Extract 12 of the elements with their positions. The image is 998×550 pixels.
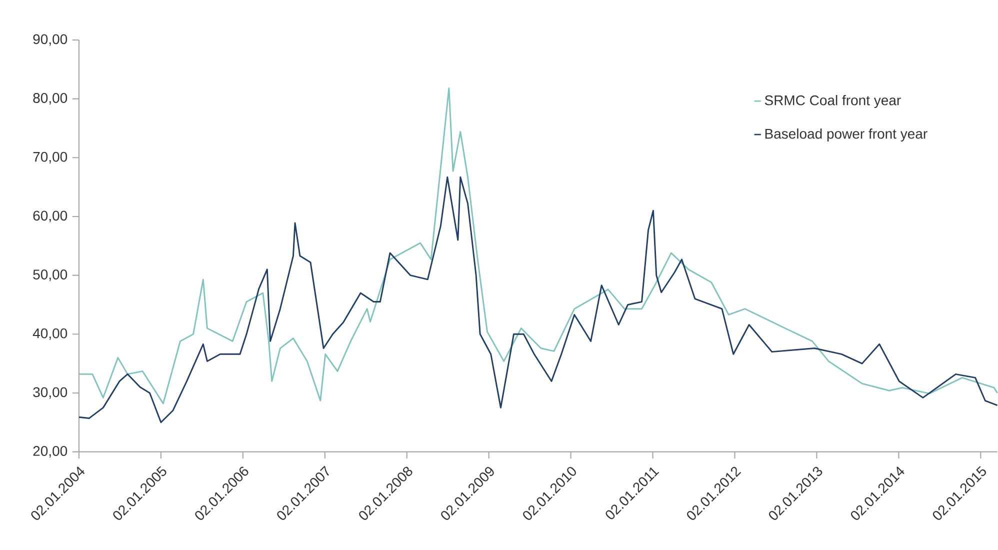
y-tick-label: 50,00 bbox=[33, 270, 68, 282]
y-tick-label: 60,00 bbox=[33, 210, 68, 222]
y-tick-label: 70,00 bbox=[33, 152, 68, 164]
y-tick-label: 20,00 bbox=[33, 446, 68, 458]
legend-label: SRMC Coal front year bbox=[764, 95, 901, 108]
legend-label: Baseload power front year bbox=[765, 128, 928, 142]
y-tick-label: 40,00 bbox=[32, 328, 68, 340]
y-tick-label: 90,00 bbox=[33, 34, 68, 46]
y-tick-label: 30,00 bbox=[33, 387, 68, 399]
line-series bbox=[78, 88, 998, 404]
y-tick-label: 80,00 bbox=[33, 93, 68, 105]
line-series bbox=[78, 176, 998, 424]
